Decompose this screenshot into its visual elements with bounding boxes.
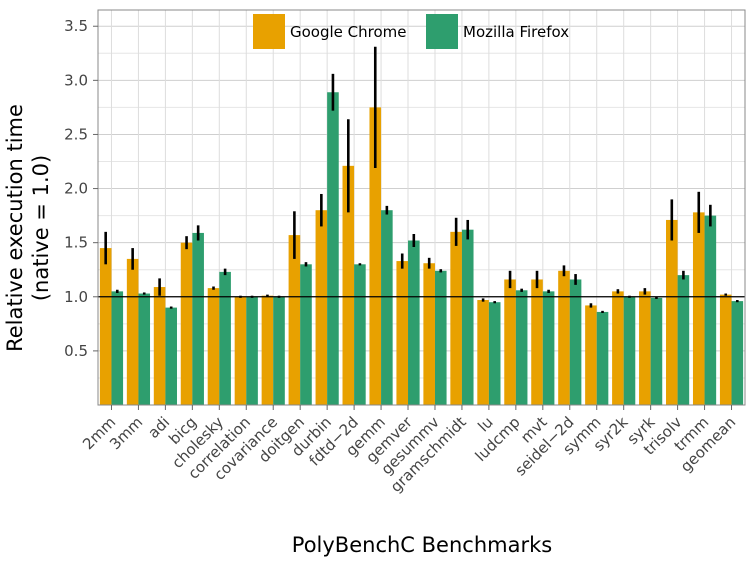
- bar-chrome: [288, 235, 301, 405]
- bar-chrome: [719, 294, 732, 405]
- bar-firefox: [434, 270, 447, 405]
- bar-firefox: [569, 279, 582, 405]
- bar-chrome: [477, 300, 489, 405]
- bar-firefox: [138, 293, 151, 405]
- bar-firefox: [650, 297, 663, 405]
- bar-firefox: [623, 296, 636, 405]
- bar-firefox: [165, 307, 177, 405]
- bar-firefox: [111, 291, 124, 405]
- y-axis-title-line-1: Relative execution time: [3, 104, 27, 352]
- bar-chrome: [585, 305, 597, 405]
- plot-frame: [97, 9, 746, 406]
- bar-firefox: [515, 290, 528, 405]
- bars: [99, 92, 744, 405]
- bar-firefox: [461, 229, 474, 405]
- y-axis-ticks: 0.5 1.0 1.5 2.0 2.5 3.0 3.5: [64, 17, 98, 360]
- bar-firefox: [704, 215, 717, 405]
- legend: Google Chrome Mozilla Firefox: [253, 14, 569, 49]
- bar-chrome: [692, 212, 705, 405]
- legend-swatch-mozilla-firefox: [426, 14, 458, 49]
- bar-chrome: [450, 231, 462, 405]
- x-axis-title: PolyBenchC Benchmarks: [292, 533, 552, 557]
- bar-firefox: [327, 92, 339, 405]
- bar-firefox: [273, 296, 285, 405]
- bar-chrome: [99, 248, 112, 405]
- bar-chrome: [126, 258, 139, 405]
- y-tick-label: 3.0: [64, 71, 88, 89]
- bar-chrome: [396, 261, 409, 405]
- bar-chrome: [531, 279, 543, 405]
- y-axis-title-line-2: (native = 1.0): [29, 155, 53, 301]
- bar-firefox: [488, 302, 501, 405]
- bar-firefox: [596, 311, 609, 405]
- bar-chrome: [153, 287, 166, 405]
- bar-firefox: [246, 296, 258, 405]
- y-tick-label: 2.0: [64, 180, 88, 198]
- bar-firefox: [731, 301, 744, 405]
- bar-chrome: [612, 291, 624, 405]
- bar-firefox: [219, 271, 231, 405]
- bar-firefox: [300, 264, 312, 405]
- bar-chrome: [666, 219, 678, 405]
- bar-chrome: [423, 263, 435, 405]
- bar-firefox: [354, 264, 366, 405]
- bar-chrome: [180, 242, 193, 405]
- bar-chrome: [261, 295, 274, 405]
- y-tick-label: 1.5: [64, 234, 88, 252]
- legend-label-google-chrome: Google Chrome: [290, 23, 407, 41]
- error-bars: [104, 46, 739, 314]
- y-tick-label: 2.5: [64, 125, 88, 143]
- y-tick-label: 0.5: [64, 342, 88, 360]
- bar-firefox: [408, 240, 420, 405]
- bar-chrome: [342, 165, 355, 405]
- x-axis-ticks: 2mm3mmadibicgcholeskycorrelationcovarian…: [79, 405, 739, 496]
- y-tick-label: 1.0: [64, 288, 88, 306]
- bar-chrome: [234, 296, 247, 405]
- bar-firefox: [192, 232, 204, 405]
- bar-chrome: [639, 291, 651, 405]
- bar-chrome: [504, 279, 516, 405]
- legend-label-mozilla-firefox: Mozilla Firefox: [463, 23, 569, 41]
- bar-chrome: [315, 210, 328, 405]
- y-axis-title: Relative execution time (native = 1.0): [3, 104, 53, 352]
- bar-firefox: [381, 210, 393, 405]
- y-tick-label: 3.5: [64, 17, 88, 35]
- bar-firefox: [542, 291, 555, 405]
- bar-chrome: [558, 270, 570, 405]
- bar-chrome: [207, 288, 220, 405]
- legend-swatch-google-chrome: [253, 14, 285, 49]
- bar-chrome: [369, 107, 382, 405]
- bar-firefox: [677, 275, 690, 405]
